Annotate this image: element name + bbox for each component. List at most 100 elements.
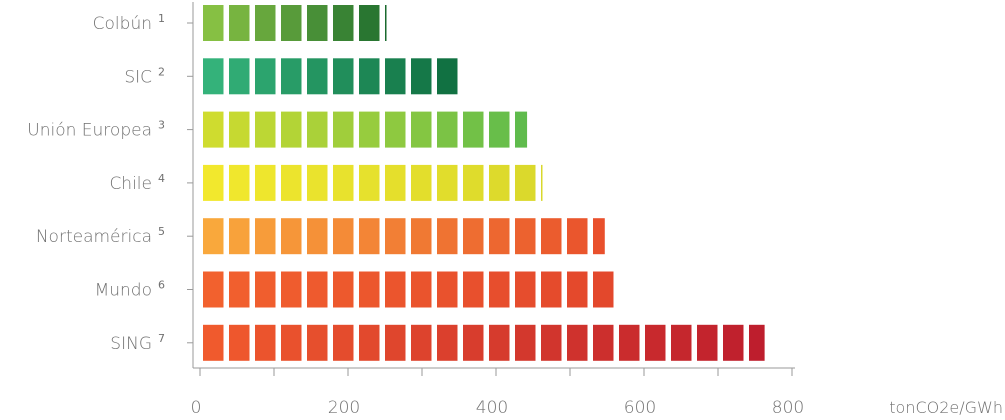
bar-segment <box>333 111 354 148</box>
bar-segment <box>489 218 510 255</box>
bar-segment <box>307 111 328 148</box>
category-label: Colbún <box>93 14 152 34</box>
category-footnote: 3 <box>158 119 165 132</box>
bar-segment <box>307 58 328 95</box>
bar-segment <box>463 111 484 148</box>
bar-segment <box>333 58 354 95</box>
bar-segment <box>333 5 354 41</box>
bar-segment <box>385 218 406 255</box>
bar-segment <box>307 324 328 361</box>
bar-segment <box>437 271 458 308</box>
bar-segment <box>281 58 302 95</box>
bar-segment <box>333 271 354 308</box>
bar-segment <box>203 5 224 41</box>
category-footnote: 2 <box>158 65 165 78</box>
bar-segment <box>385 271 406 308</box>
bar-segment <box>307 218 328 255</box>
bar-segment <box>281 164 302 201</box>
category-label: SING <box>110 334 152 354</box>
bar-segment <box>281 271 302 308</box>
bar-segment <box>541 164 543 201</box>
bar-segment <box>359 218 380 255</box>
bar-segment <box>203 271 224 308</box>
bar-segment <box>489 164 510 201</box>
bar-segment <box>307 5 328 41</box>
bar-segment <box>619 324 640 361</box>
bar-segment <box>515 324 536 361</box>
bar-segment <box>671 324 692 361</box>
bar-segment <box>515 218 536 255</box>
bar-segment <box>385 5 387 41</box>
x-tick-label: 200 <box>328 398 360 418</box>
bar-segment <box>411 111 432 148</box>
bar-segment <box>333 218 354 255</box>
bar-segment <box>749 324 765 361</box>
bar-segment <box>359 5 380 41</box>
bar-7 <box>203 324 765 361</box>
bar-segment <box>255 164 276 201</box>
bar-segment <box>437 164 458 201</box>
bar-segment <box>385 111 406 148</box>
category-footnote: 4 <box>158 172 165 185</box>
bar-segment <box>593 218 605 255</box>
category-label: Mundo <box>95 281 152 301</box>
bar-segment <box>359 271 380 308</box>
category-label: Unión Europea <box>27 121 152 141</box>
bar-2 <box>203 58 458 95</box>
x-tick-label: 400 <box>476 398 508 418</box>
bar-4 <box>203 164 543 201</box>
category-footnote: 1 <box>158 12 165 25</box>
bar-segment <box>359 58 380 95</box>
bar-segment <box>281 5 302 41</box>
bar-3 <box>203 111 528 148</box>
bar-segment <box>385 324 406 361</box>
bars-layer <box>203 5 765 361</box>
bar-segment <box>541 271 562 308</box>
bar-segment <box>333 164 354 201</box>
bar-segment <box>567 271 588 308</box>
bar-segment <box>567 324 588 361</box>
bar-segment <box>411 164 432 201</box>
bar-segment <box>489 271 510 308</box>
bar-segment <box>463 324 484 361</box>
bar-segment <box>463 218 484 255</box>
bar-segment <box>229 271 250 308</box>
bar-segment <box>697 324 718 361</box>
bar-segment <box>307 271 328 308</box>
unit-label: tonCO2e/GWh <box>889 398 1003 417</box>
bar-segment <box>541 218 562 255</box>
bar-segment <box>463 271 484 308</box>
bar-segment <box>281 218 302 255</box>
category-label: Chile <box>109 174 152 194</box>
bar-segment <box>255 218 276 255</box>
category-label: SIC <box>124 67 152 87</box>
x-tick-label: 800 <box>772 398 804 418</box>
bar-segment <box>255 58 276 95</box>
bar-segment <box>359 111 380 148</box>
bar-segment <box>255 5 276 41</box>
category-footnote: 5 <box>158 225 165 238</box>
bar-segment <box>723 324 744 361</box>
bar-segment <box>229 58 250 95</box>
category-footnote: 6 <box>158 279 165 292</box>
bar-segment <box>359 324 380 361</box>
category-label: Norteamérica <box>36 227 152 247</box>
bar-segment <box>437 111 458 148</box>
bar-segment <box>281 111 302 148</box>
bar-segment <box>489 324 510 361</box>
labels-layer: Colbún 1 SIC 2 Unión Europea 3 Chile 4 Norteamér… <box>27 12 1003 418</box>
bar-segment <box>515 164 536 201</box>
bar-segment <box>411 218 432 255</box>
bar-segment <box>515 111 528 148</box>
axes-layer <box>187 2 795 376</box>
bar-segment <box>489 111 510 148</box>
bar-1 <box>203 5 387 41</box>
bar-segment <box>385 58 406 95</box>
x-tick-label: 600 <box>624 398 656 418</box>
bar-segment <box>203 218 224 255</box>
bar-segment <box>255 271 276 308</box>
bar-segment <box>567 218 588 255</box>
bar-segment <box>411 58 432 95</box>
bar-segment <box>645 324 666 361</box>
bar-segment <box>463 164 484 201</box>
